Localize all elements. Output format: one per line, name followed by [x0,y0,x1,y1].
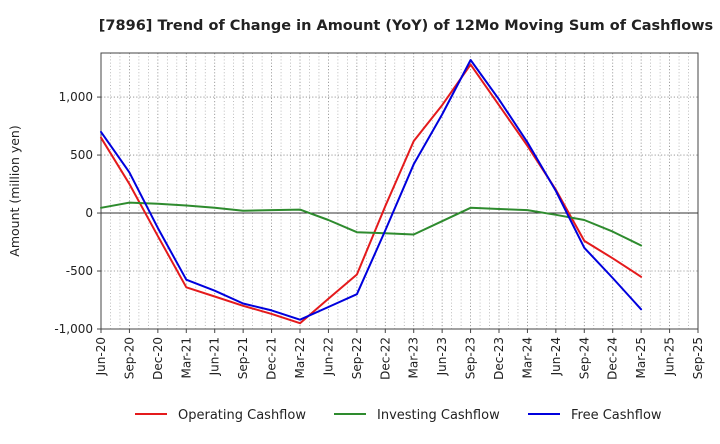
x-tick-label: Jun-23 [435,337,449,376]
x-tick-label: Sep-20 [122,337,136,379]
grid-layer [100,53,699,330]
x-tick-label: Dec-20 [151,337,165,380]
legend-label-free-cashflow: Free Cashflow [571,408,662,423]
series-line-free-cashflow [100,59,643,321]
x-tick-label: Dec-24 [606,337,620,380]
series-line-operating-cashflow [100,63,643,325]
x-tick-label: Sep-22 [350,337,364,379]
legend-label-operating-cashflow: Operating Cashflow [178,408,306,423]
series-layer [100,59,643,325]
x-tick-label: Mar-25 [634,337,648,378]
x-tick-label: Jun-24 [549,337,563,376]
legend: Operating Cashflow Investing Cashflow Free… [135,408,662,423]
x-tick-label: Jun-20 [94,337,108,376]
x-tick-label: Dec-21 [265,337,279,380]
x-tick-label: Jun-22 [321,337,335,376]
x-tick-label: Jun-21 [208,337,222,376]
y-tick-label: 500 [70,148,93,162]
y-axis-label: Amount (million yen) [7,125,22,256]
x-tick-label: Mar-24 [520,337,534,378]
x-tick-label: Sep-21 [236,337,250,379]
x-tick-label: Sep-24 [577,337,591,379]
x-tick-label: Dec-22 [378,337,392,380]
legend-label-investing-cashflow: Investing Cashflow [377,408,500,423]
y-tick-label: 0 [85,206,93,220]
x-tick-label: Dec-23 [492,337,506,380]
plot-frame [100,52,699,330]
x-tick-label: Sep-25 [691,337,705,379]
x-tick-label: Sep-23 [464,337,478,379]
x-tick-label: Mar-21 [179,337,193,378]
x-tick-label: Mar-23 [407,337,421,378]
series-line-investing-cashflow [100,201,643,247]
x-tick-label: Jun-25 [663,337,677,376]
axis-layer: -1,000 -500 0 500 1,000 Jun-20 Sep-20 Dec-20 Mar… [54,52,705,380]
chart-title: [7896] Trend of Change in Amount (YoY) o… [99,18,713,34]
y-tick-label: -1,000 [54,322,93,336]
y-tick-label: 1,000 [59,90,93,104]
x-tick-label: Mar-22 [293,337,307,378]
y-tick-label: -500 [66,264,93,278]
